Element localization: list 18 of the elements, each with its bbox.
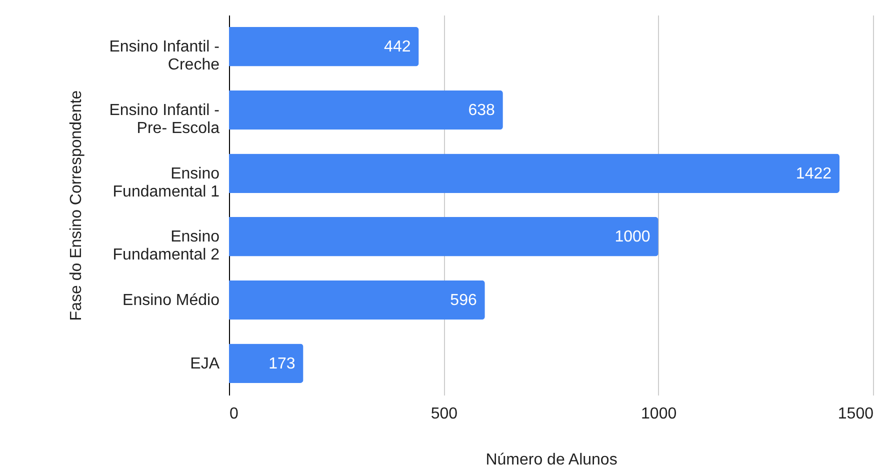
x-tick-label: 1000 (641, 406, 677, 422)
data-label: 1000 (614, 228, 650, 246)
y-tick-label: EJA (190, 355, 220, 372)
x-axis-title: Número de Alunos (486, 452, 618, 468)
y-axis-title: Fase do Ensino Correspondente (68, 90, 86, 321)
x-tick-label: 500 (430, 406, 458, 422)
y-tick-label: Ensino Médio (122, 292, 220, 309)
y-tick-label: Ensino Infantil - Creche (109, 38, 220, 74)
data-label: 1422 (796, 165, 832, 182)
data-label: 442 (384, 38, 411, 56)
data-label: 596 (450, 292, 477, 309)
x-tick-label: 0 (230, 406, 238, 422)
data-label: 173 (268, 355, 296, 372)
data-label: 638 (468, 102, 496, 119)
y-tick-label: Ensino Fundamental 2 (112, 228, 220, 264)
y-tick-label: Ensino Infantil - Pre- Escola (109, 102, 220, 137)
x-tick-label: 1500 (838, 406, 874, 422)
y-tick-label: Ensino Fundamental 1 (112, 165, 220, 200)
